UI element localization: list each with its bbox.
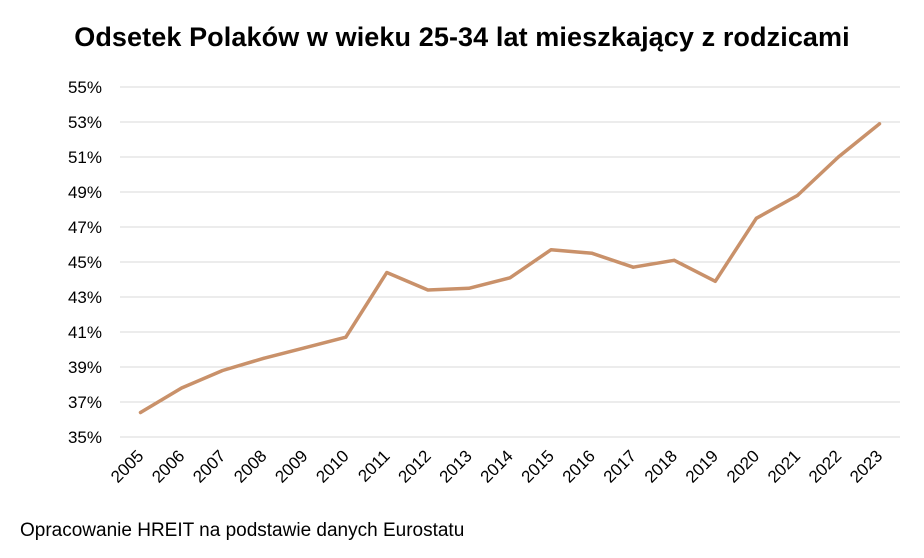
data-point <box>713 279 717 283</box>
x-axis-tick-labels: 2005 2006 2007 2008 2009 2010 2011 2012 2013 2014… <box>107 446 886 486</box>
data-point <box>836 155 840 159</box>
data-point <box>672 258 676 262</box>
data-point <box>303 346 307 350</box>
y-axis-tick-labels: 35% 37% 39% 41% 43% 45% 47% 49% 51% 53% 55% <box>68 78 102 447</box>
data-point <box>549 248 553 252</box>
x-tick-label: 2021 <box>764 446 804 486</box>
x-tick-label: 2015 <box>518 446 558 486</box>
y-tick-label: 43% <box>68 288 102 307</box>
y-tick-label: 47% <box>68 218 102 237</box>
x-tick-label: 2008 <box>230 446 270 486</box>
y-tick-label: 45% <box>68 253 102 272</box>
data-point <box>344 335 348 339</box>
gridlines <box>120 86 900 438</box>
y-tick-label: 39% <box>68 358 102 377</box>
x-tick-label: 2018 <box>641 446 681 486</box>
x-tick-label: 2010 <box>312 446 352 486</box>
x-tick-label: 2023 <box>846 446 886 486</box>
x-tick-label: 2014 <box>477 446 517 486</box>
y-tick-label: 41% <box>68 323 102 342</box>
x-tick-label: 2006 <box>148 446 188 486</box>
series-line <box>138 122 882 415</box>
series-layer <box>138 122 882 415</box>
data-point <box>139 411 143 414</box>
data-point <box>180 386 184 390</box>
data-point <box>262 356 266 360</box>
data-point <box>877 122 881 126</box>
x-tick-label: 2020 <box>723 446 763 486</box>
data-point <box>754 216 758 220</box>
y-tick-label: 51% <box>68 148 102 167</box>
data-point <box>508 276 512 280</box>
y-tick-label: 37% <box>68 393 102 412</box>
chart-title: Odsetek Polaków w wieku 25-34 lat mieszk… <box>74 22 850 52</box>
x-tick-label: 2007 <box>189 446 229 486</box>
x-tick-label: 2005 <box>107 446 147 486</box>
x-tick-label: 2019 <box>682 446 722 486</box>
x-tick-label: 2017 <box>600 446 640 486</box>
x-tick-label: 2016 <box>559 446 599 486</box>
y-tick-label: 49% <box>68 183 102 202</box>
y-tick-label: 53% <box>68 113 102 132</box>
y-tick-label: 55% <box>68 78 102 97</box>
x-tick-label: 2012 <box>395 446 435 486</box>
source-note: Opracowanie HREIT na podstawie danych Eu… <box>20 520 465 541</box>
x-tick-label: 2013 <box>436 446 476 486</box>
data-point <box>385 271 389 274</box>
x-tick-label: 2009 <box>271 446 311 486</box>
data-point <box>590 251 594 255</box>
y-tick-label: 35% <box>68 428 102 447</box>
x-tick-label: 2011 <box>354 446 393 485</box>
x-tick-label: 2022 <box>805 446 845 486</box>
data-point <box>631 265 635 269</box>
data-point <box>467 286 471 290</box>
data-point <box>795 194 799 197</box>
data-point <box>426 288 430 292</box>
data-point <box>221 369 225 372</box>
